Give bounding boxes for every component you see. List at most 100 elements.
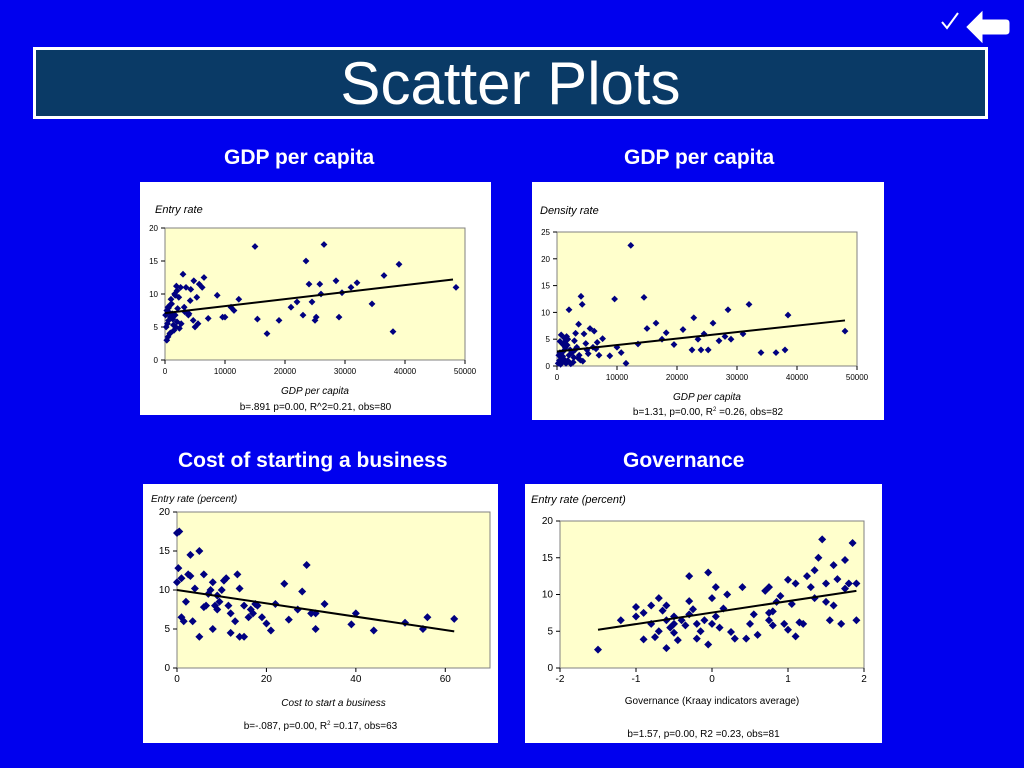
- scatter-chart: Entry rate (percent) 0 5 10 15 20 0 20 40 60 Cost …: [151, 494, 491, 732]
- data-point: [825, 616, 834, 625]
- data-point: [679, 326, 687, 333]
- chart-heading: GDP per capita: [224, 146, 375, 169]
- data-point: [351, 609, 360, 618]
- data-point: [753, 630, 762, 639]
- x-tick-label: 30000: [726, 373, 749, 382]
- data-point: [240, 601, 249, 610]
- data-point: [681, 621, 690, 630]
- chart-panel: Density rate 0 5 10 15 20 25 0 10000 20000 30000 40…: [532, 182, 884, 420]
- data-point: [275, 317, 283, 324]
- data-point: [369, 626, 378, 635]
- scatter-chart: Entry rate (percent) 0 5 10 15 20 -2 -1 0 1 2 Gover…: [531, 494, 867, 740]
- data-point: [654, 594, 663, 603]
- data-point: [852, 616, 861, 625]
- data-point: [670, 341, 678, 348]
- checkmark-icon[interactable]: [941, 12, 959, 30]
- data-point: [677, 616, 686, 625]
- data-point: [208, 625, 217, 633]
- x-tick-label: 0: [555, 373, 560, 382]
- data-point: [169, 315, 177, 323]
- data-point: [841, 584, 849, 593]
- data-point: [599, 335, 606, 343]
- data-point: [784, 625, 792, 634]
- data-point: [806, 583, 815, 592]
- data-point: [174, 564, 183, 573]
- data-point: [700, 616, 709, 625]
- data-point: [194, 320, 202, 328]
- data-point: [580, 330, 588, 338]
- data-point: [579, 357, 587, 365]
- data-point: [594, 645, 602, 654]
- data-point: [611, 295, 618, 303]
- data-point: [266, 626, 275, 635]
- data-point: [715, 337, 723, 345]
- data-point: [235, 632, 244, 641]
- data-point: [167, 295, 175, 303]
- data-point: [235, 584, 244, 593]
- y-axis-label: Entry rate: [155, 204, 203, 216]
- data-point: [768, 621, 777, 630]
- x-axis-label: Governance (Kraay indicators average): [625, 696, 800, 707]
- data-point: [640, 293, 648, 301]
- y-axis-label: Entry rate (percent): [531, 494, 626, 506]
- data-point: [746, 619, 754, 628]
- y-tick-label: 20: [542, 516, 554, 527]
- data-point: [662, 601, 671, 610]
- footnote-text: =0.17, obs=63: [331, 721, 398, 732]
- data-point: [561, 334, 568, 342]
- data-point: [652, 319, 660, 327]
- y-tick-label: 0: [154, 356, 159, 365]
- data-point: [749, 610, 758, 619]
- data-point: [177, 574, 186, 583]
- data-point: [284, 615, 293, 624]
- back-arrow-icon[interactable]: [966, 10, 1010, 44]
- y-tick-label: 5: [546, 335, 551, 344]
- data-point: [634, 340, 642, 348]
- x-tick-label: 0: [174, 674, 180, 685]
- data-point: [742, 634, 751, 643]
- data-point: [171, 291, 179, 299]
- trend-line: [164, 278, 454, 315]
- data-point: [829, 561, 838, 570]
- data-point: [195, 547, 204, 555]
- data-point: [787, 600, 796, 609]
- data-point: [380, 272, 388, 279]
- y-tick-label: 20: [541, 255, 550, 264]
- x-axis-label: GDP per capita: [673, 392, 741, 403]
- data-point: [185, 311, 192, 319]
- data-point: [654, 627, 663, 636]
- data-point: [571, 337, 578, 345]
- x-tick-label: 20000: [274, 367, 297, 376]
- data-point: [689, 605, 697, 614]
- data-point: [299, 311, 307, 319]
- data-point: [195, 280, 203, 288]
- y-axis-label: Density rate: [540, 205, 599, 217]
- data-point: [217, 586, 226, 594]
- data-point: [173, 282, 180, 290]
- data-point: [165, 304, 172, 312]
- data-point: [368, 300, 376, 308]
- data-point: [772, 349, 780, 356]
- chart-heading: Cost of starting a business: [178, 449, 448, 472]
- data-point: [186, 297, 194, 304]
- y-tick-label: 0: [547, 663, 553, 674]
- data-point: [221, 313, 229, 321]
- data-point: [293, 298, 301, 306]
- data-point: [302, 561, 311, 570]
- x-tick-label: 20000: [666, 373, 689, 382]
- data-point: [180, 303, 188, 311]
- data-point: [231, 617, 240, 626]
- data-point: [708, 619, 716, 628]
- regression-footnote: b=-.087, p=0.00, R2 =0.17, obs=63: [244, 721, 398, 732]
- x-tick-label: 1: [785, 674, 791, 685]
- data-point: [692, 634, 701, 643]
- data-point: [791, 632, 800, 641]
- data-point: [852, 579, 861, 588]
- data-point: [575, 351, 583, 359]
- data-point: [389, 328, 397, 336]
- data-point: [572, 329, 579, 337]
- y-tick-label: 20: [159, 507, 171, 518]
- data-point: [697, 346, 705, 354]
- data-point: [765, 616, 773, 625]
- data-point: [595, 351, 603, 359]
